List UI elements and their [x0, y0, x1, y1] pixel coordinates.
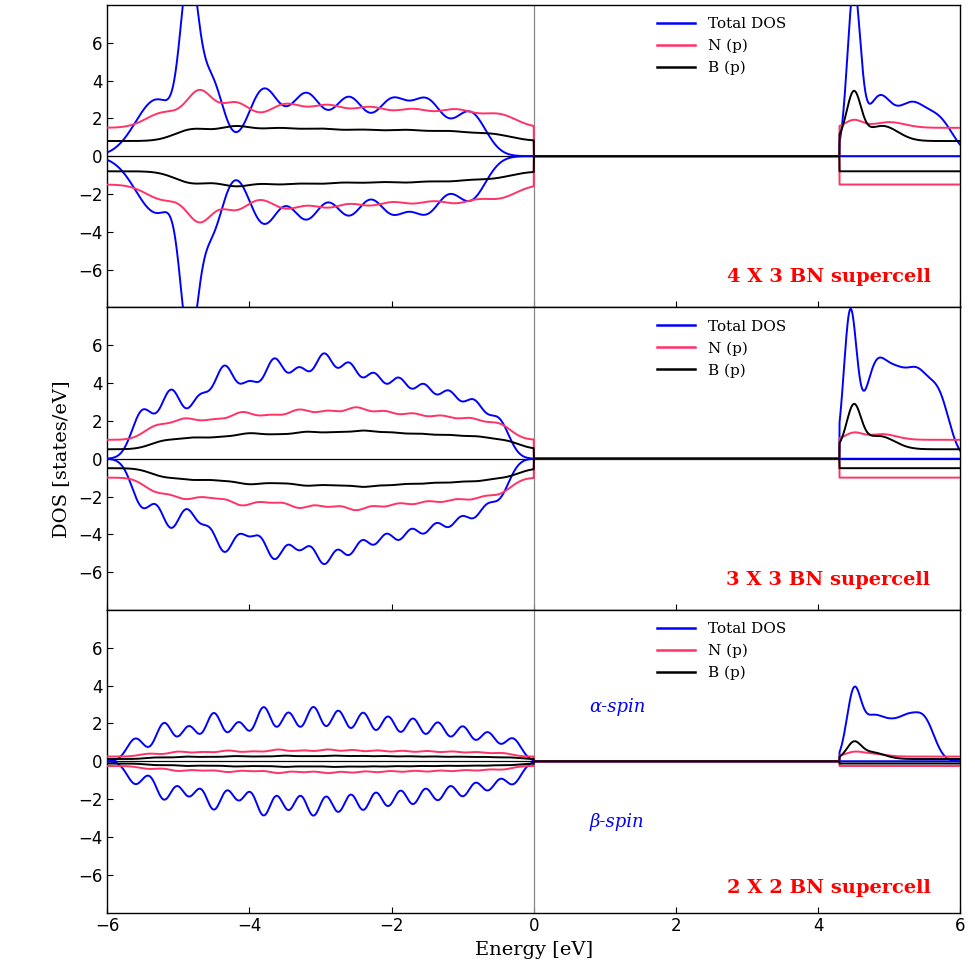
Legend: Total DOS, N (p), B (p): Total DOS, N (p), B (p) — [651, 313, 792, 384]
Text: β-spin: β-spin — [589, 813, 644, 831]
Text: 2 X 2 BN supercell: 2 X 2 BN supercell — [726, 879, 930, 898]
Legend: Total DOS, N (p), B (p): Total DOS, N (p), B (p) — [651, 11, 792, 81]
Legend: Total DOS, N (p), B (p): Total DOS, N (p), B (p) — [651, 616, 792, 686]
X-axis label: Energy [eV]: Energy [eV] — [475, 941, 593, 959]
Text: α-spin: α-spin — [589, 698, 645, 715]
Text: 3 X 3 BN supercell: 3 X 3 BN supercell — [726, 571, 930, 589]
Text: 4 X 3 BN supercell: 4 X 3 BN supercell — [726, 268, 930, 286]
Y-axis label: DOS [states/eV]: DOS [states/eV] — [52, 380, 69, 538]
